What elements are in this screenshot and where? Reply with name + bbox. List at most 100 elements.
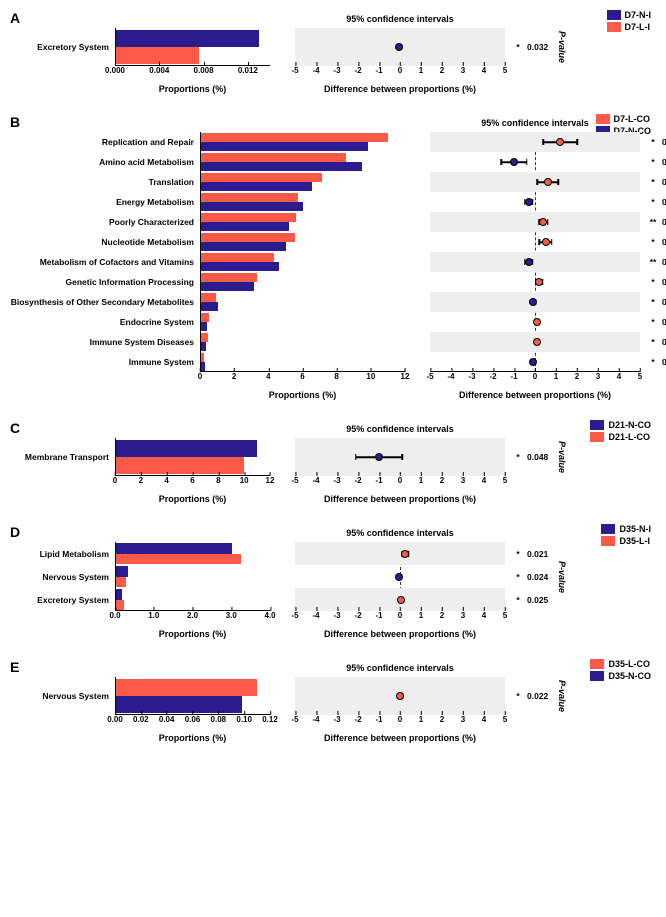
significance: * <box>509 572 527 582</box>
x-tick: 0 <box>398 611 402 620</box>
x-tick: 0.000 <box>105 66 125 75</box>
significance: * <box>644 197 662 207</box>
x-tick: 0 <box>398 66 402 75</box>
x-tick: 4 <box>482 66 486 75</box>
x-tick: 1 <box>419 611 423 620</box>
bar-plot <box>115 542 270 611</box>
x-tick: 5 <box>503 66 507 75</box>
x-tick: -3 <box>468 372 475 381</box>
row-label: Lipid Metabolism <box>25 542 109 565</box>
ci-point <box>375 453 383 461</box>
x-tick: 8 <box>334 372 338 381</box>
legend-swatch <box>590 671 604 681</box>
x-tick: -2 <box>354 476 361 485</box>
row-label: Genetic Information Processing <box>25 272 194 292</box>
ci-point <box>542 238 550 246</box>
legend-label: D7-L-I <box>625 22 651 32</box>
legend-swatch <box>590 432 604 442</box>
x-axis-label: Proportions (%) <box>200 390 405 400</box>
pvalue-axis-label: P-value <box>557 560 567 592</box>
p-value: 0.031 <box>662 157 666 167</box>
ci-point <box>396 692 404 700</box>
p-value: 0.040 <box>662 317 666 327</box>
x-tick: 3 <box>461 611 465 620</box>
ci-point <box>510 158 518 166</box>
bar <box>116 696 242 713</box>
ci-point <box>544 178 552 186</box>
row-label: Immune System Diseases <box>25 332 194 352</box>
ci-plot <box>295 438 505 476</box>
ci-title: 95% confidence intervals <box>295 663 505 673</box>
legend: D7-N-ID7-L-I <box>607 10 652 34</box>
bar <box>201 273 257 282</box>
significance: * <box>509 595 527 605</box>
significance: * <box>509 42 527 52</box>
bar <box>201 253 274 262</box>
x-tick: -1 <box>510 372 517 381</box>
legend-label: D35-N-I <box>619 524 651 534</box>
x-tick: 10 <box>366 372 375 381</box>
bar <box>201 193 298 202</box>
significance: * <box>644 157 662 167</box>
x-tick: 10 <box>240 476 249 485</box>
p-value: 0.032 <box>527 42 559 52</box>
ci-point <box>525 198 533 206</box>
x-tick: 0.012 <box>238 66 258 75</box>
x-tick: 3 <box>461 715 465 724</box>
x-tick: 5 <box>503 715 507 724</box>
x-axis-label: Difference between proportions (%) <box>295 84 505 94</box>
bar <box>116 554 241 564</box>
legend-swatch <box>590 659 604 669</box>
p-value: 0.014 <box>662 197 666 207</box>
bar <box>201 162 362 171</box>
x-tick: -4 <box>312 715 319 724</box>
ci-title: 95% confidence intervals <box>295 14 505 24</box>
x-tick: -2 <box>354 66 361 75</box>
ci-point <box>533 338 541 346</box>
panel-B: BD7-L-COD7-N-COReplication and RepairAmi… <box>10 114 656 400</box>
ci-plot <box>295 542 505 611</box>
x-tick: -1 <box>375 66 382 75</box>
row-label: Poorly Characterized <box>25 212 194 232</box>
p-value: 0.024 <box>662 137 666 147</box>
bar <box>201 222 289 231</box>
significance: ** <box>644 257 662 267</box>
p-value: 0.021 <box>527 549 559 559</box>
x-axis-label: Difference between proportions (%) <box>295 733 505 743</box>
ci-point <box>401 550 409 558</box>
bar <box>201 242 286 251</box>
bar <box>116 566 128 576</box>
bar <box>201 133 388 142</box>
x-tick: 2 <box>440 611 444 620</box>
bar <box>116 543 232 553</box>
ci-plot <box>295 28 505 66</box>
panel-A: AD7-N-ID7-L-IExcretory System0.0000.0040… <box>10 10 656 94</box>
legend-label: D35-L-CO <box>608 659 650 669</box>
ci-point <box>395 43 403 51</box>
bar <box>116 600 124 610</box>
row-label: Energy Metabolism <box>25 192 194 212</box>
pvalue-axis-label: P-value <box>557 680 567 712</box>
x-tick: 4 <box>482 715 486 724</box>
bar <box>201 362 205 371</box>
ci-point <box>529 298 537 306</box>
p-value: 0.026 <box>662 337 666 347</box>
ci-point <box>533 318 541 326</box>
significance: * <box>644 277 662 287</box>
x-tick: 1.0 <box>148 611 159 620</box>
bar <box>201 153 346 162</box>
panel-letter: E <box>10 659 19 675</box>
x-tick: 2 <box>440 476 444 485</box>
x-tick: 12 <box>401 372 410 381</box>
bar <box>201 233 295 242</box>
x-axis-label: Proportions (%) <box>115 494 270 504</box>
panel-D: DD35-N-ID35-L-ILipid MetabolismNervous S… <box>10 524 656 639</box>
significance: * <box>644 317 662 327</box>
ci-point <box>539 218 547 226</box>
bar <box>201 142 368 151</box>
bar <box>116 577 126 587</box>
x-tick: -2 <box>354 611 361 620</box>
bar <box>201 353 204 362</box>
row-label: Nervous System <box>25 565 109 588</box>
ci-title: 95% confidence intervals <box>295 424 505 434</box>
